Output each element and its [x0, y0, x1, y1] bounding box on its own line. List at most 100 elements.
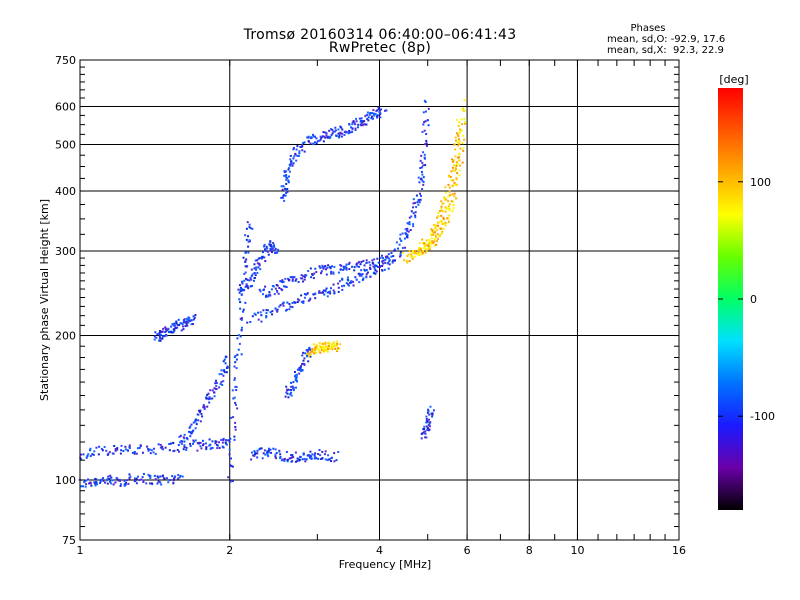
- y-tick-label: 100: [55, 474, 76, 487]
- data-point: [222, 360, 225, 363]
- data-point: [138, 479, 141, 482]
- data-point: [438, 221, 441, 224]
- data-point: [328, 341, 331, 344]
- data-point: [327, 264, 330, 267]
- data-point: [342, 265, 345, 268]
- data-point: [206, 393, 209, 396]
- data-point: [287, 167, 290, 170]
- data-point: [236, 353, 239, 356]
- data-point: [313, 454, 316, 457]
- data-point: [321, 450, 324, 453]
- data-point: [171, 323, 174, 326]
- data-point: [270, 245, 273, 248]
- data-point: [198, 409, 201, 412]
- data-point: [302, 301, 305, 304]
- data-point: [94, 482, 97, 485]
- data-point: [330, 133, 333, 136]
- data-point: [452, 200, 455, 203]
- data-point: [290, 457, 293, 460]
- data-point: [385, 109, 388, 112]
- data-point: [357, 123, 360, 126]
- data-point: [301, 362, 304, 365]
- data-point: [318, 449, 321, 452]
- data-point: [277, 292, 280, 295]
- data-point: [309, 353, 312, 356]
- data-point: [329, 287, 332, 290]
- data-point: [154, 452, 157, 455]
- data-point: [405, 235, 408, 238]
- data-point: [188, 426, 191, 429]
- data-point: [428, 248, 431, 251]
- data-point: [439, 227, 442, 230]
- data-point: [305, 349, 308, 352]
- data-point: [390, 252, 393, 255]
- data-point: [133, 452, 136, 455]
- data-point: [82, 453, 85, 456]
- data-point: [159, 446, 162, 449]
- data-point: [256, 262, 259, 265]
- data-point: [328, 346, 331, 349]
- data-point: [442, 210, 445, 213]
- data-point: [440, 219, 443, 222]
- data-point: [283, 459, 286, 462]
- data-point: [338, 347, 341, 350]
- data-point: [457, 134, 460, 137]
- data-point: [295, 159, 298, 162]
- data-point: [455, 132, 458, 135]
- data-point: [454, 148, 457, 151]
- data-point: [454, 136, 457, 139]
- data-point: [244, 260, 247, 263]
- data-point: [233, 365, 236, 368]
- data-point: [431, 415, 434, 418]
- data-point: [412, 212, 415, 215]
- data-point: [219, 382, 222, 385]
- data-point: [193, 440, 196, 443]
- data-point: [352, 284, 355, 287]
- data-point: [381, 260, 384, 263]
- data-point: [163, 477, 166, 480]
- data-point: [403, 259, 406, 262]
- data-point: [250, 458, 253, 461]
- data-point: [240, 280, 243, 283]
- data-point: [174, 475, 177, 478]
- data-point: [399, 254, 402, 257]
- data-point: [280, 288, 283, 291]
- data-point: [175, 320, 178, 323]
- data-point: [436, 233, 439, 236]
- data-point: [222, 380, 225, 383]
- data-point: [267, 294, 270, 297]
- data-point: [264, 248, 267, 251]
- data-point: [391, 261, 394, 264]
- data-point: [300, 294, 303, 297]
- data-point: [147, 473, 150, 476]
- data-point: [422, 176, 425, 179]
- x-tick-label: 8: [526, 544, 533, 557]
- data-point: [303, 141, 306, 144]
- data-point: [333, 460, 336, 463]
- data-point: [372, 112, 375, 115]
- data-point: [422, 242, 425, 245]
- data-point: [282, 458, 285, 461]
- data-point: [185, 446, 188, 449]
- data-point: [85, 456, 88, 459]
- data-point: [237, 348, 240, 351]
- data-point: [115, 476, 118, 479]
- data-point: [379, 265, 382, 268]
- data-point: [198, 441, 201, 444]
- data-point: [408, 221, 411, 224]
- data-point: [267, 447, 270, 450]
- data-point: [406, 234, 409, 237]
- data-point: [456, 163, 459, 166]
- data-point: [281, 188, 284, 191]
- data-point: [238, 284, 241, 287]
- data-point: [114, 481, 117, 484]
- data-point: [224, 441, 227, 444]
- data-point: [325, 132, 328, 135]
- data-point: [387, 267, 390, 270]
- data-point: [231, 465, 234, 468]
- data-point: [311, 273, 314, 276]
- data-point: [413, 201, 416, 204]
- data-point: [165, 334, 168, 337]
- data-point: [239, 317, 242, 320]
- data-point: [418, 248, 421, 251]
